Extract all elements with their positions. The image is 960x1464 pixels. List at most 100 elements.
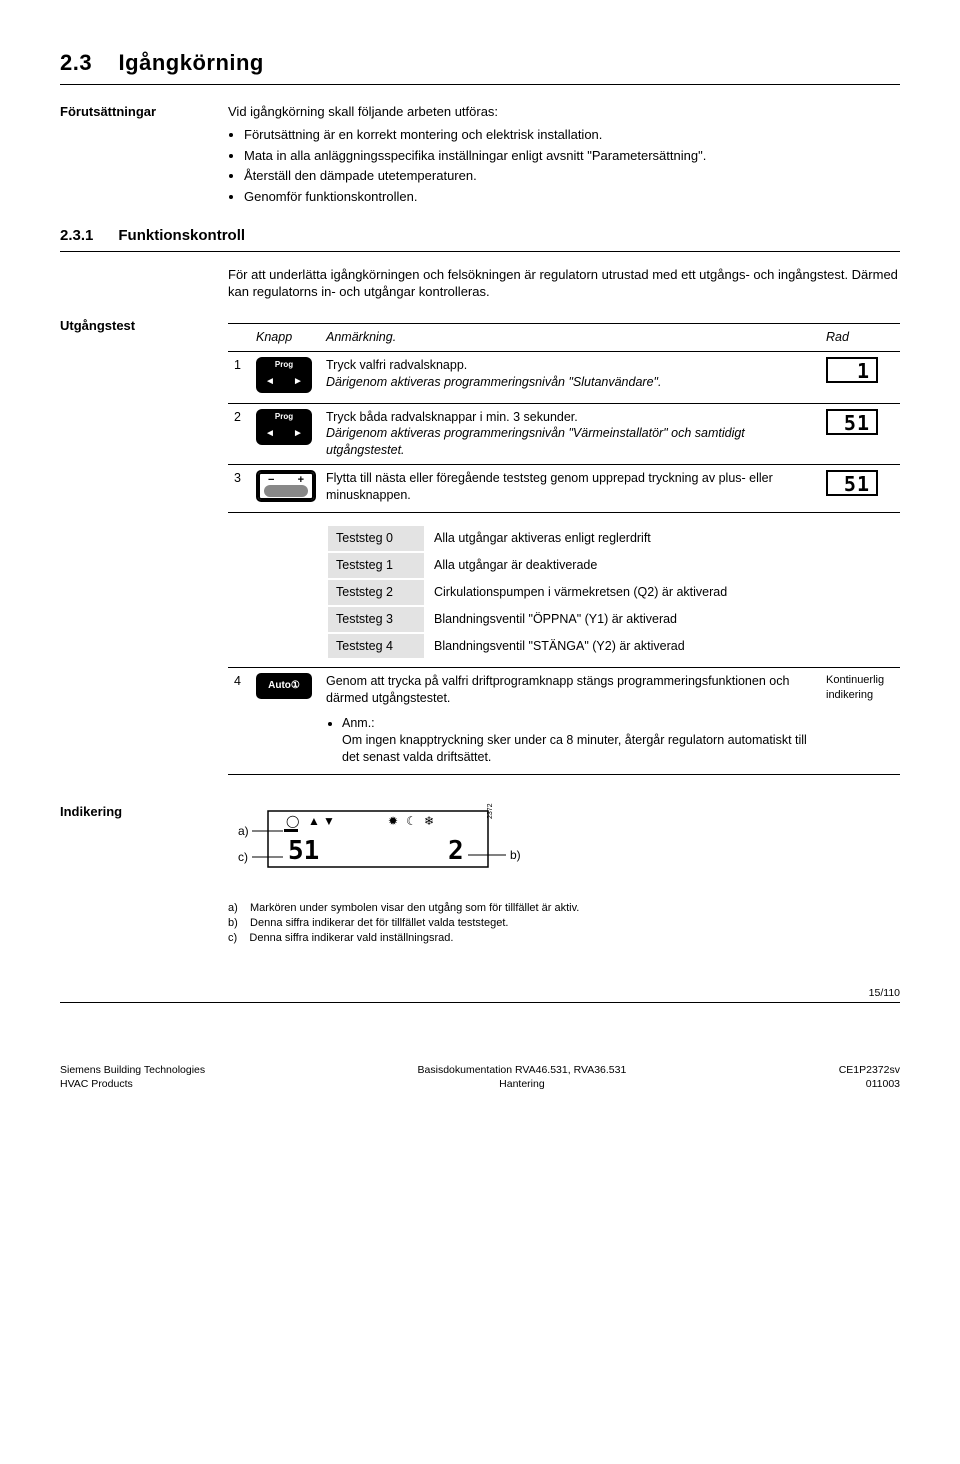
svg-text:◯: ◯	[286, 814, 299, 828]
prog-button-icon: Prog ◄►	[256, 357, 312, 393]
section-name: Igångkörning	[119, 50, 264, 75]
rad-line1: Kontinuerlig	[826, 673, 894, 688]
row-num: 4	[228, 668, 250, 774]
anm-label: Anm.:	[342, 716, 375, 730]
row-icon-cell: Prog ◄►	[250, 351, 320, 403]
subsection-rule	[60, 251, 900, 252]
note-b: b) Denna siffra indikerar det för tillfä…	[228, 916, 900, 931]
list-item: Återställ den dämpade utetemperaturen.	[244, 167, 900, 185]
row-rad: 1	[820, 351, 900, 403]
svg-text:☾: ☾	[406, 814, 417, 828]
table-row: 1 Prog ◄► Tryck valfri radvalsknapp. Där…	[228, 351, 900, 403]
row-desc: Flytta till nästa eller föregående tests…	[320, 465, 820, 513]
footer-left: Siemens Building Technologies HVAC Produ…	[60, 1063, 205, 1091]
row-text1: Genom att trycka på valfri driftprogramk…	[326, 673, 814, 707]
row-desc: Genom att trycka på valfri driftprogramk…	[320, 668, 820, 774]
lcd-left-digit: 51	[288, 836, 319, 866]
list-item: Mata in alla anläggningsspecifika instäl…	[244, 147, 900, 165]
utgangstest-block: Utgångstest Knapp Anmärkning. Rad 1	[60, 317, 900, 775]
forutsattningar-list: Förutsättning är en korrekt montering oc…	[228, 126, 900, 205]
footer-center1: Basisdokumentation RVA46.531, RVA36.531	[205, 1063, 839, 1077]
row-desc: Tryck båda radvalsknappar i min. 3 sekun…	[320, 403, 820, 465]
subsection-name: Funktionskontroll	[118, 227, 245, 244]
plus-minus-button-icon: −+	[256, 470, 316, 502]
row-num: 3	[228, 465, 250, 513]
row-icon-cell: Prog ◄►	[250, 403, 320, 465]
row-text1: Flytta till nästa eller föregående tests…	[326, 470, 814, 504]
step-desc: Blandningsventil "ÖPPNA" (Y1) är aktiver…	[426, 607, 892, 632]
forutsattningar-block: Förutsättningar Vid igångkörning skall f…	[60, 103, 900, 209]
indikering-content: ◯ ▲ ▼ ✹ ☾ ❄ 51 2 a) c) b) 2372Z03 a) Mar…	[228, 803, 900, 946]
row-text1: Tryck valfri radvalsknapp.	[326, 357, 814, 374]
teststeg-table: Teststeg 0 Alla utgångar aktiveras enlig…	[326, 524, 894, 660]
utgangstest-table-wrap: Knapp Anmärkning. Rad 1 Prog ◄►	[228, 317, 900, 775]
page-number: 15/110	[60, 986, 900, 1000]
section-rule	[60, 84, 900, 85]
section-title: 2.3 Igångkörning	[60, 48, 900, 78]
step-label: Teststeg 3	[328, 607, 424, 632]
footer-right1: CE1P2372sv	[839, 1063, 900, 1077]
utgangstest-label: Utgångstest	[60, 317, 200, 775]
section-number: 2.3	[60, 50, 92, 75]
table-row: 4 Auto① Genom att trycka på valfri drift…	[228, 668, 900, 774]
step-desc: Blandningsventil "STÄNGA" (Y2) är aktive…	[426, 634, 892, 659]
auto-button-icon: Auto①	[256, 673, 312, 699]
row-icon-cell: Auto①	[250, 668, 320, 774]
rad-line2: indikering	[826, 688, 894, 703]
step-desc: Cirkulationspumpen i värmekretsen (Q2) ä…	[426, 580, 892, 605]
row-num: 2	[228, 403, 250, 465]
figure-id: 2372Z03	[487, 803, 494, 819]
row-text1: Tryck båda radvalsknappar i min. 3 sekun…	[326, 409, 814, 426]
anm-item: Anm.: Om ingen knapptryckning sker under…	[342, 715, 814, 766]
svg-text:a): a)	[238, 824, 249, 838]
lcd-right-digit: 2	[448, 836, 464, 866]
subsection-title: 2.3.1 Funktionskontroll	[60, 226, 900, 246]
col-rad: Rad	[820, 323, 900, 351]
col-anm: Anmärkning.	[320, 323, 820, 351]
prog-button-icon: Prog ◄►	[256, 409, 312, 445]
lcd-display: 51	[826, 409, 878, 435]
list-item: Genomför funktionskontrollen.	[244, 188, 900, 206]
step-label: Teststeg 2	[328, 580, 424, 605]
subsection-number: 2.3.1	[60, 227, 93, 244]
footer-left2: HVAC Products	[60, 1077, 205, 1091]
table-row-steps: Teststeg 0 Alla utgångar aktiveras enlig…	[228, 513, 900, 668]
step-label: Teststeg 4	[328, 634, 424, 659]
forutsattningar-content: Vid igångkörning skall följande arbeten …	[228, 103, 900, 209]
note-a: a) Markören under symbolen visar den utg…	[228, 901, 900, 916]
table-row: 2 Prog ◄► Tryck båda radvalsknappar i mi…	[228, 403, 900, 465]
indikering-figure-svg: ◯ ▲ ▼ ✹ ☾ ❄ 51 2 a) c) b) 2372Z03	[228, 803, 548, 883]
step-desc: Alla utgångar aktiveras enligt reglerdri…	[426, 526, 892, 551]
footer-center: Basisdokumentation RVA46.531, RVA36.531 …	[205, 1063, 839, 1091]
list-item: Förutsättning är en korrekt montering oc…	[244, 126, 900, 144]
forutsattningar-intro: Vid igångkörning skall följande arbeten …	[228, 103, 900, 121]
row-text2: Därigenom aktiveras programmeringsnivån …	[326, 374, 814, 391]
svg-text:✹: ✹	[388, 814, 398, 828]
footer-right2: 011003	[839, 1077, 900, 1091]
footer: Siemens Building Technologies HVAC Produ…	[60, 1063, 900, 1091]
row-rad: Kontinuerlig indikering	[820, 668, 900, 774]
indikering-notes: a) Markören under symbolen visar den utg…	[228, 901, 900, 946]
step-desc: Alla utgångar är deaktiverade	[426, 553, 892, 578]
svg-text:b): b)	[510, 848, 521, 862]
svg-text:▼: ▼	[323, 814, 335, 828]
svg-text:▲: ▲	[308, 814, 320, 828]
table-row: 3 −+ Flytta till nästa eller föregående …	[228, 465, 900, 513]
forutsattningar-label: Förutsättningar	[60, 103, 200, 209]
svg-text:❄: ❄	[424, 814, 434, 828]
note-c: c) Denna siffra indikerar vald inställni…	[228, 931, 900, 946]
footer-center2: Hantering	[205, 1077, 839, 1091]
utgangstest-table: Knapp Anmärkning. Rad 1 Prog ◄►	[228, 323, 900, 775]
subsection-intro: För att underlätta igångkörningen och fe…	[228, 266, 900, 301]
row-text2: Därigenom aktiveras programmeringsnivån …	[326, 425, 814, 459]
lcd-display: 1	[826, 357, 878, 383]
row-num: 1	[228, 351, 250, 403]
indikering-label: Indikering	[60, 803, 200, 946]
row-rad: 51	[820, 403, 900, 465]
step-label: Teststeg 1	[328, 553, 424, 578]
footer-right: CE1P2372sv 011003	[839, 1063, 900, 1091]
footer-left1: Siemens Building Technologies	[60, 1063, 205, 1077]
lcd-display: 51	[826, 470, 878, 496]
indikering-block: Indikering ◯ ▲ ▼ ✹ ☾ ❄ 51 2 a) c) b) 237…	[60, 803, 900, 946]
row-icon-cell: −+	[250, 465, 320, 513]
